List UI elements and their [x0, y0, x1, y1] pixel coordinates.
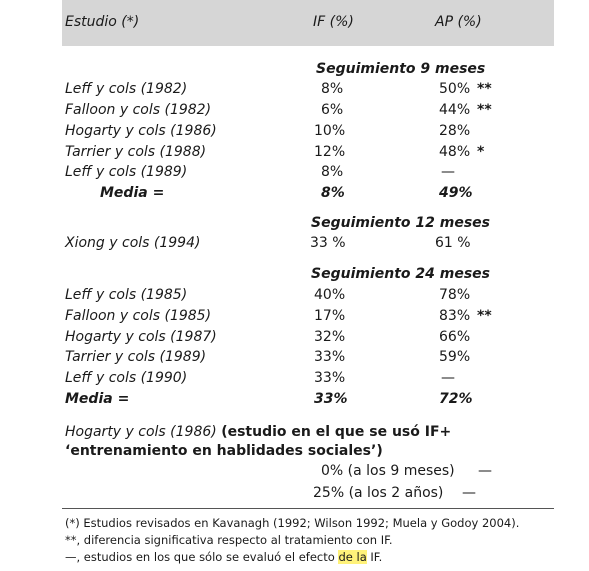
ap-value: 83%: [439, 308, 471, 324]
if-value: 17%: [314, 308, 346, 324]
section-title: Seguimiento 12 meses: [311, 215, 490, 231]
if-value: 33%: [314, 349, 346, 365]
section-title: Seguimiento 9 meses: [316, 61, 486, 77]
footnote-divider: [62, 508, 554, 509]
significance-mark: **: [477, 102, 492, 118]
significance-mark: *: [477, 144, 485, 160]
hogarty-9-months-dash: —: [478, 463, 492, 479]
hogarty-2-years-dash: —: [462, 485, 476, 501]
ap-value: 28%: [439, 123, 471, 139]
section-title: Seguimiento 24 meses: [311, 266, 490, 282]
ap-value: 44%: [439, 102, 471, 118]
header-ap: AP (%): [435, 14, 482, 30]
if-value: 12%: [314, 144, 346, 160]
significance-mark: **: [477, 308, 492, 324]
header-if: IF (%): [313, 14, 354, 30]
header-study: Estudio (*): [65, 14, 140, 30]
ap-value: 66%: [439, 329, 471, 345]
mean-label: Media =: [100, 185, 165, 201]
significance-mark: **: [477, 81, 492, 97]
ap-value: —: [441, 164, 455, 180]
highlighted-text: de la: [338, 550, 367, 564]
study-name: Falloon y cols (1985): [65, 308, 212, 324]
footnote-3-end: IF.: [366, 550, 383, 564]
study-name: Xiong y cols (1994): [65, 235, 201, 251]
ap-value: 78%: [439, 287, 471, 303]
ap-value: 59%: [439, 349, 471, 365]
study-name: Leff y cols (1989): [65, 164, 188, 180]
study-name: Leff y cols (1985): [65, 287, 188, 303]
hogarty-line-1: Hogarty y cols (1986) (estudio en el que…: [65, 424, 451, 440]
if-value: 40%: [314, 287, 346, 303]
hogarty-desc-1: (estudio en el que se usó IF+: [221, 424, 452, 440]
if-value: 6%: [321, 102, 344, 118]
hogarty-9-months: 0% (a los 9 meses): [321, 463, 455, 479]
hogarty-desc-2: ‘entrenamiento en hablidades sociales’): [65, 443, 383, 459]
ap-value: —: [441, 370, 455, 386]
if-value: 8%: [321, 81, 344, 97]
if-value: 33 %: [310, 235, 346, 251]
table-header: [62, 0, 554, 46]
ap-value: 50%: [439, 81, 471, 97]
study-name: Falloon y cols (1982): [65, 102, 212, 118]
ap-value: 61 %: [435, 235, 471, 251]
hogarty-2-years: 25% (a los 2 años): [313, 485, 444, 501]
mean-if: 33%: [314, 391, 348, 407]
study-name: Tarrier y cols (1988): [65, 144, 207, 160]
mean-ap: 72%: [439, 391, 473, 407]
hogarty-study: Hogarty y cols (1986): [65, 424, 217, 440]
mean-ap: 49%: [439, 185, 473, 201]
footnote-3-text: —, estudios en los que sólo se evaluó el…: [65, 550, 339, 564]
study-name: Leff y cols (1982): [65, 81, 188, 97]
mean-label: Media =: [65, 391, 130, 407]
study-name: Leff y cols (1990): [65, 370, 188, 386]
footnote-2: **, diferencia significativa respecto al…: [65, 533, 393, 547]
ap-value: 48%: [439, 144, 471, 160]
mean-if: 8%: [321, 185, 345, 201]
if-value: 33%: [314, 370, 346, 386]
if-value: 32%: [314, 329, 346, 345]
study-name: Hogarty y cols (1987): [65, 329, 217, 345]
footnote-3: —, estudios en los que sólo se evaluó el…: [65, 550, 382, 564]
study-name: Hogarty y cols (1986): [65, 123, 217, 139]
study-name: Tarrier y cols (1989): [65, 349, 207, 365]
if-value: 8%: [321, 164, 344, 180]
if-value: 10%: [314, 123, 346, 139]
footnote-1: (*) Estudios revisados en Kavanagh (1992…: [65, 516, 520, 530]
